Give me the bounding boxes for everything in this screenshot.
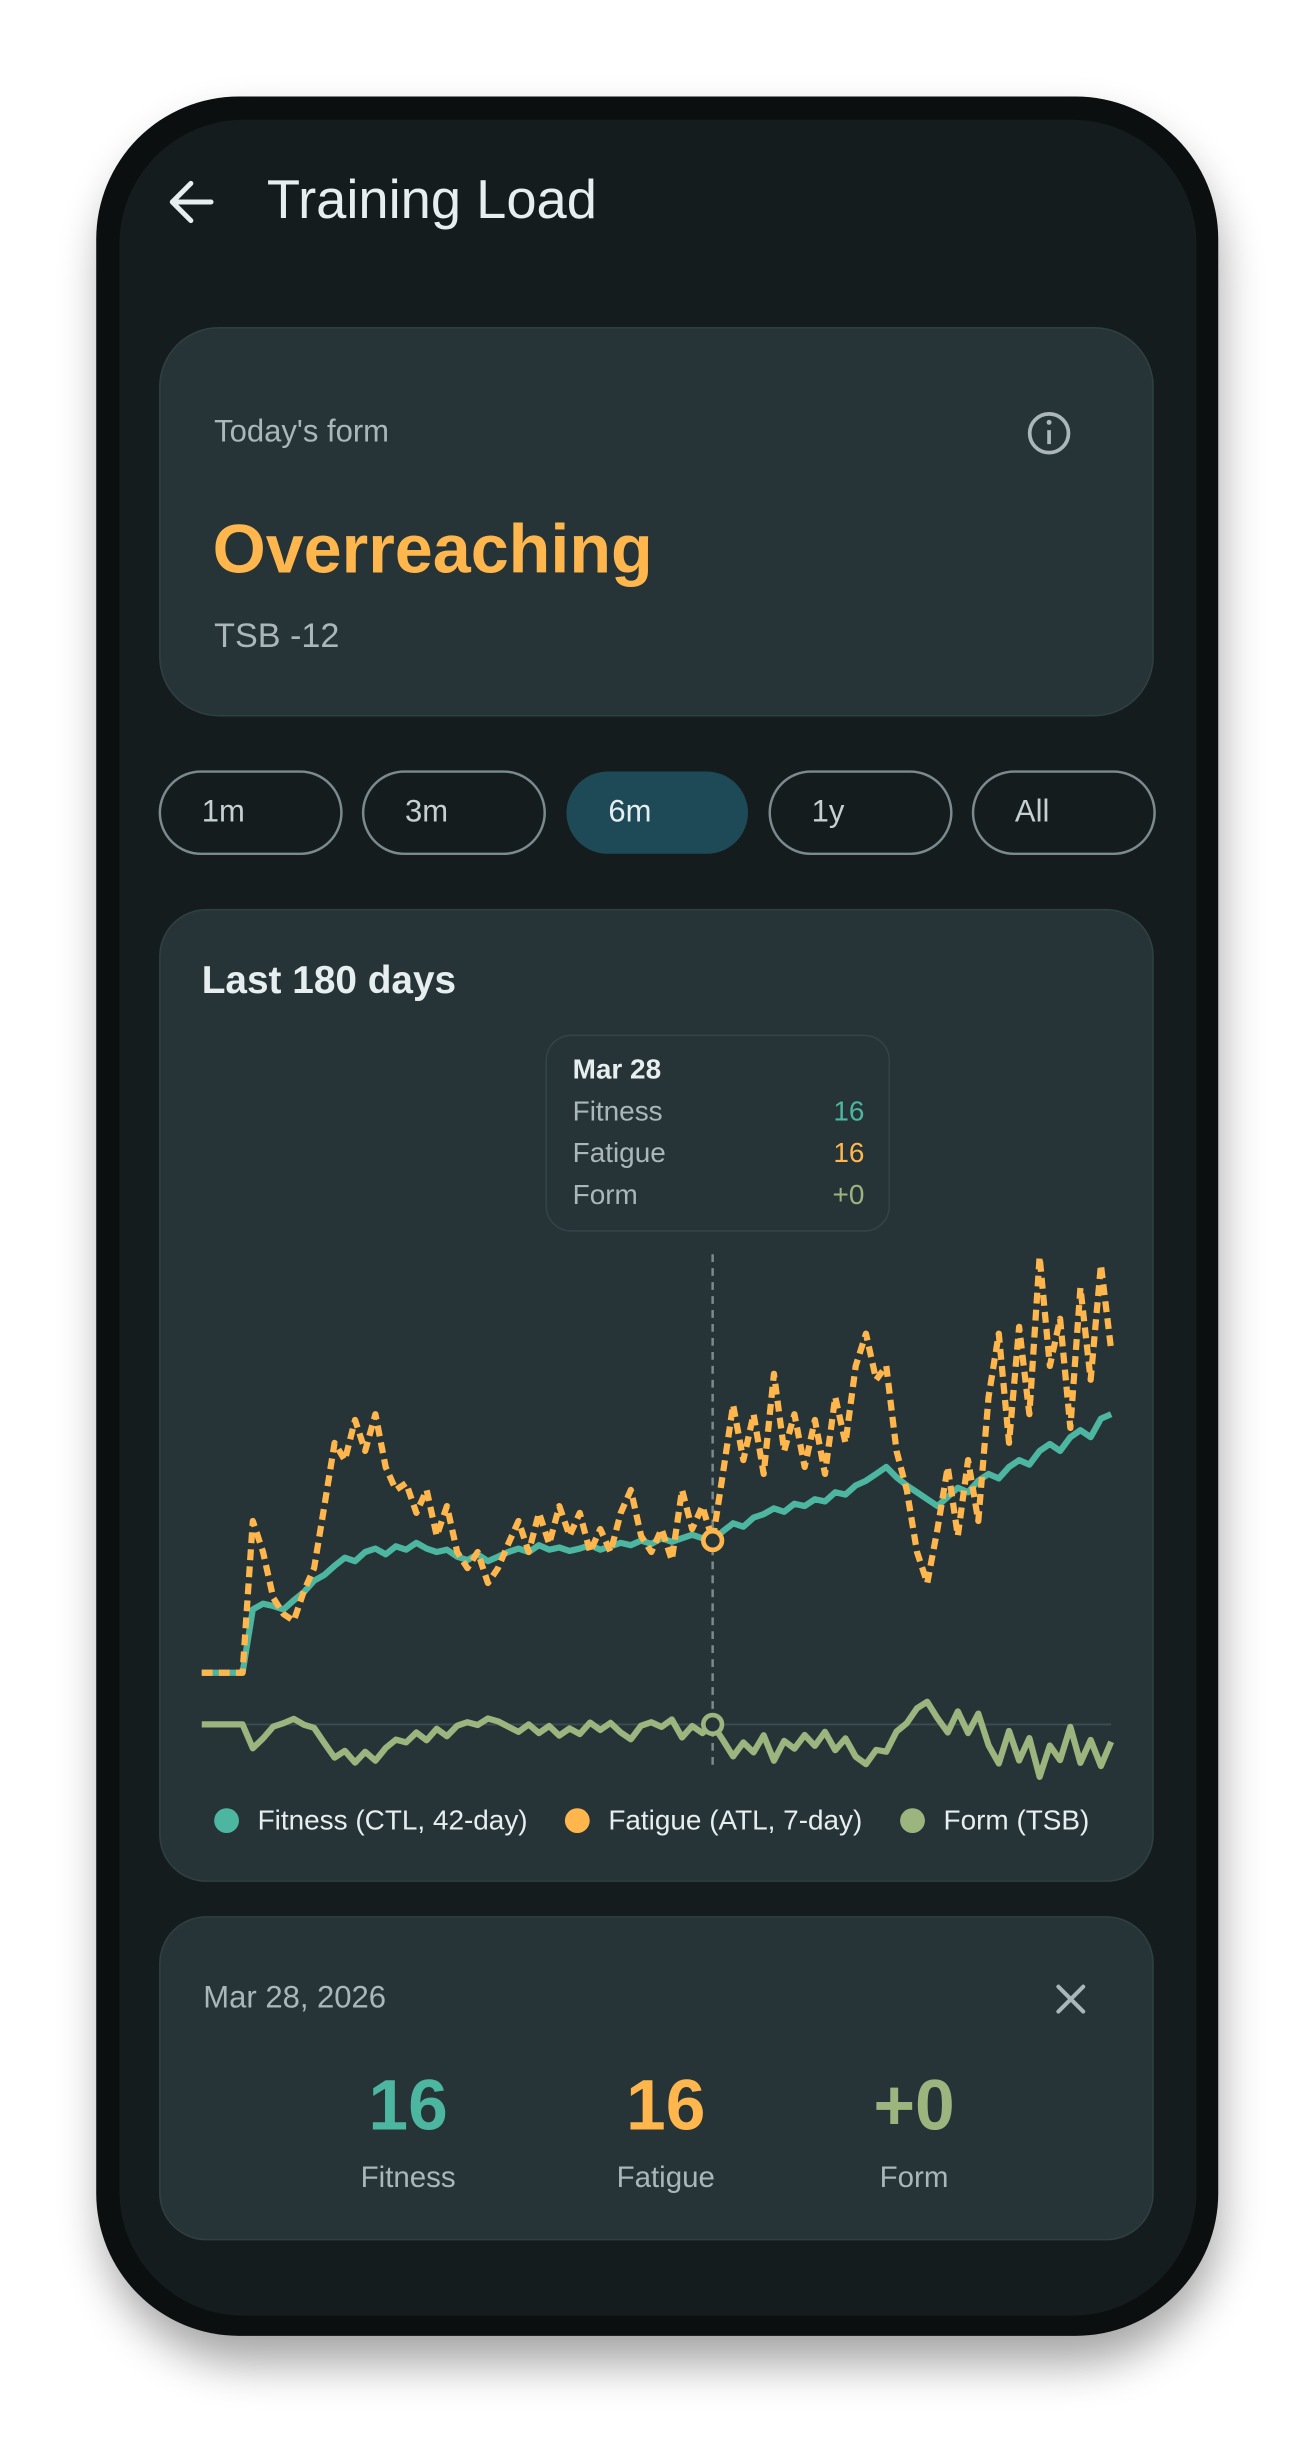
range-chip[interactable] <box>971 770 1156 856</box>
legend-label: Fitness (CTL, 42-day) <box>258 1805 528 1836</box>
stat-label: Fatigue <box>617 2161 715 2194</box>
info-icon <box>1046 419 1052 425</box>
detail-card <box>159 1916 1154 2241</box>
line-series <box>201 1698 1115 1780</box>
back-button[interactable] <box>169 180 214 224</box>
range-chip-label: 1m <box>202 794 245 829</box>
range-chip-label: 3m <box>405 794 448 829</box>
highlight-point <box>701 1712 725 1737</box>
chart-title: Last 180 days <box>202 959 456 1002</box>
range-chip[interactable] <box>361 770 546 856</box>
range-chip-label: 1y <box>812 794 845 829</box>
detail-date: Mar 28, 2026 <box>203 1979 386 2014</box>
range-chip-label: 6m <box>608 794 651 829</box>
line-series <box>201 1253 1115 1676</box>
range-chip[interactable] <box>566 771 749 854</box>
form-label: Today's form <box>214 413 389 448</box>
legend-dot <box>214 1808 239 1834</box>
range-chip[interactable] <box>768 770 953 856</box>
tooltip-date: Mar 28 <box>573 1053 661 1084</box>
stat-value: 16 <box>368 2066 447 2146</box>
legend-dot <box>900 1808 925 1834</box>
tooltip-value: 16 <box>833 1137 864 1168</box>
legend-label: Fatigue (ATL, 7-day) <box>608 1805 862 1836</box>
screen-title: Training Load <box>267 169 597 230</box>
tooltip <box>545 1034 891 1232</box>
tooltip-label: Fatigue <box>573 1137 666 1168</box>
chart-card <box>159 908 1154 1882</box>
stat-label: Form <box>880 2161 949 2194</box>
close-button[interactable] <box>1056 1984 1086 2014</box>
legend-label: Form (TSB) <box>944 1805 1090 1836</box>
tooltip-label: Fitness <box>573 1095 663 1126</box>
stat-label: Fitness <box>361 2161 456 2194</box>
info-button[interactable] <box>1027 411 1071 455</box>
stat-value: +0 <box>873 2066 954 2146</box>
tooltip-label: Form <box>573 1179 638 1210</box>
form-card <box>159 326 1154 717</box>
legend-dot <box>564 1808 590 1834</box>
range-chip[interactable] <box>158 770 343 856</box>
form-status: Overreaching <box>213 511 653 587</box>
form-tsb: TSB -12 <box>214 617 339 655</box>
tooltip-value: +0 <box>833 1179 865 1210</box>
stat-value: 16 <box>626 2066 705 2146</box>
highlight-point <box>701 1528 725 1553</box>
tooltip-value: 16 <box>833 1095 864 1126</box>
range-chip-label: All <box>1015 794 1049 829</box>
